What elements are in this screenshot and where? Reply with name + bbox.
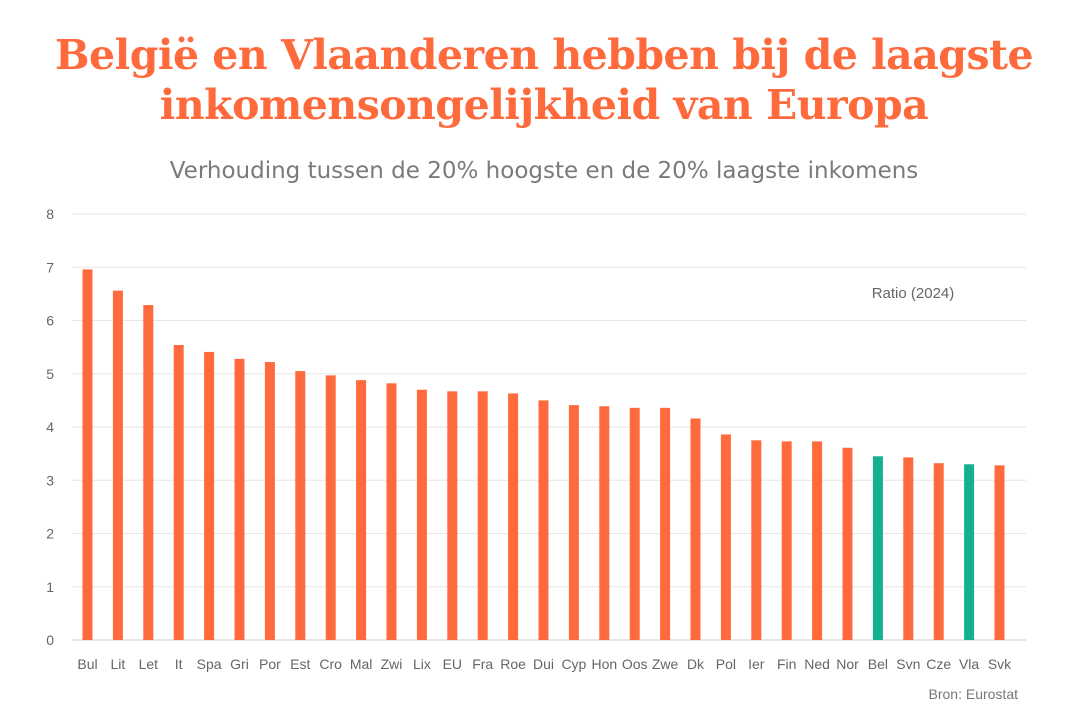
y-tick-label: 2 — [46, 526, 54, 542]
x-tick-label: Fra — [472, 656, 493, 672]
bar-gri — [234, 358, 245, 640]
bar-por — [264, 362, 275, 640]
x-tick-label: Zwe — [652, 656, 679, 672]
bar-nor — [842, 447, 853, 640]
bar-est — [295, 371, 306, 640]
chart-title: België en Vlaanderen hebben bij de laags… — [0, 30, 1088, 130]
bar-zwi — [386, 383, 397, 640]
x-tick-label: Hon — [591, 656, 617, 672]
y-tick-label: 3 — [46, 472, 54, 488]
bar-lit — [112, 290, 123, 640]
bar-oos — [629, 407, 640, 640]
bar-it — [173, 344, 184, 640]
bar-fin — [781, 441, 792, 640]
bar-mal — [356, 380, 367, 640]
x-tick-label: Mal — [350, 656, 373, 672]
x-tick-label: Fin — [777, 656, 796, 672]
bar-svn — [903, 457, 914, 640]
x-tick-label: It — [175, 656, 183, 672]
bar-svk — [994, 465, 1005, 640]
x-tick-label: Dk — [687, 656, 705, 672]
x-tick-label: Gri — [230, 656, 249, 672]
x-tick-label: Cyp — [561, 656, 586, 672]
y-tick-label: 6 — [46, 313, 54, 329]
y-tick-label: 1 — [46, 579, 54, 595]
x-tick-label: Bul — [77, 656, 97, 672]
x-tick-label: Cze — [926, 656, 951, 672]
bar-zwe — [660, 407, 671, 640]
x-tick-label: Cro — [319, 656, 342, 672]
bar-spa — [204, 351, 215, 640]
bar-ier — [751, 440, 762, 640]
x-tick-label: Roe — [500, 656, 526, 672]
y-tick-label: 5 — [46, 366, 54, 382]
x-tick-label: Svn — [896, 656, 920, 672]
bar-eu — [447, 391, 458, 640]
bar-cyp — [568, 405, 579, 640]
y-tick-label: 7 — [46, 259, 54, 275]
bar-let — [143, 305, 154, 640]
chart-annotation: Ratio (2024) — [872, 285, 955, 302]
x-tick-label: Por — [259, 656, 281, 672]
title-line-2: inkomensongelijkheid van Europa — [159, 81, 929, 129]
y-tick-label: 8 — [46, 206, 54, 222]
bar-pol — [720, 434, 731, 640]
title-line-1: België en Vlaanderen hebben bij de laags… — [54, 31, 1034, 79]
source-note: Bron: Eurostat — [928, 686, 1019, 702]
x-tick-label: Ier — [748, 656, 765, 672]
bar-bul — [82, 269, 93, 640]
x-tick-label: Zwi — [381, 656, 403, 672]
y-axis-ticks: 0 1 2 3 4 5 6 7 8 — [46, 206, 54, 648]
x-tick-label: Svk — [988, 656, 1012, 672]
x-axis-labels: Bul Lit Let It Spa Gri Por Est Cro Mal Zwi Lix EU Fra… — [77, 656, 1012, 672]
bar-hon — [599, 406, 610, 640]
x-tick-label: Lix — [413, 656, 431, 672]
x-tick-label: Lit — [111, 656, 126, 672]
bar-ned — [812, 441, 823, 640]
bar-vla — [964, 464, 975, 640]
x-tick-label: Dui — [533, 656, 554, 672]
bar-dui — [538, 400, 549, 640]
x-tick-label: Est — [290, 656, 310, 672]
x-tick-label: Oos — [622, 656, 648, 672]
x-tick-label: Vla — [959, 656, 979, 672]
grid-lines — [72, 213, 1026, 641]
x-tick-label: Spa — [197, 656, 222, 672]
bar-bel — [872, 456, 883, 640]
y-tick-label: 0 — [46, 632, 54, 648]
x-tick-label: Pol — [716, 656, 736, 672]
y-tick-label: 4 — [46, 419, 54, 435]
x-tick-label: Bel — [868, 656, 888, 672]
chart-subtitle: Verhouding tussen de 20% hoogste en de 2… — [169, 158, 919, 184]
bar-cze — [933, 463, 944, 640]
x-tick-label: Let — [139, 656, 159, 672]
bar-cro — [325, 375, 336, 640]
bar-roe — [508, 393, 519, 640]
x-tick-label: Nor — [836, 656, 859, 672]
bar-dk — [690, 418, 701, 640]
bars — [82, 269, 1005, 640]
bar-fra — [477, 391, 488, 640]
bar-lix — [416, 389, 427, 640]
x-tick-label: EU — [443, 656, 462, 672]
x-tick-label: Ned — [804, 656, 830, 672]
